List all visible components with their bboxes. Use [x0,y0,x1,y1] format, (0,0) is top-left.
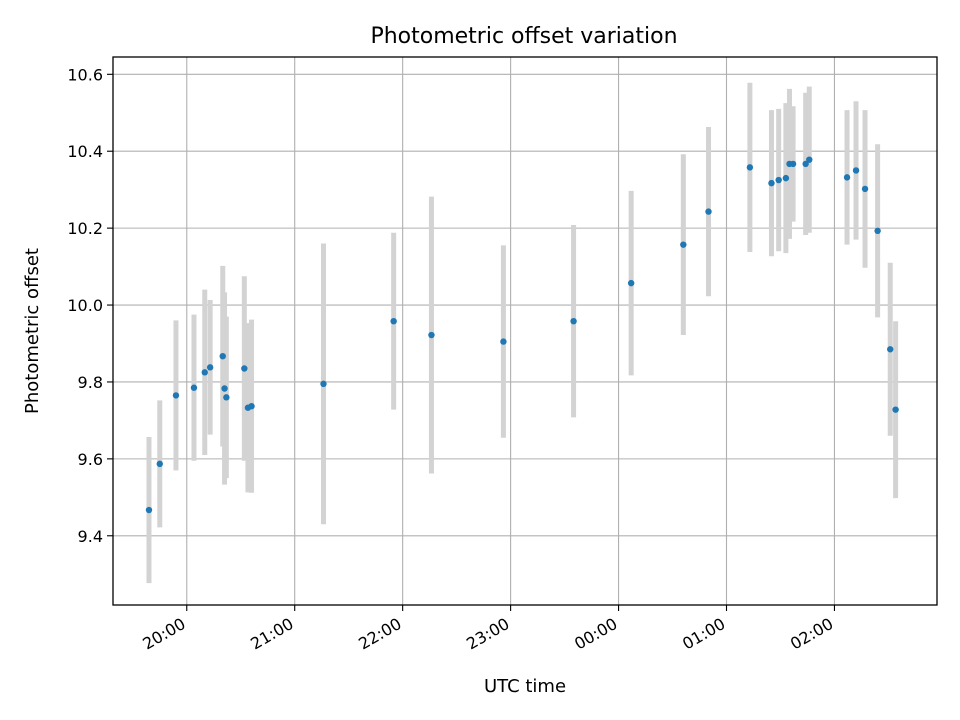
data-point [570,317,577,325]
data-point [887,346,894,353]
chart-title: Photometric offset variation [370,24,677,49]
data-point [241,365,248,372]
grid [113,57,937,605]
data-point [248,402,255,410]
data-point [768,179,775,187]
y-tick-label: 9.4 [78,527,103,546]
data-point [775,176,782,184]
data-point [390,317,397,325]
data-point [201,369,208,376]
data-point [145,506,153,514]
data-point [221,385,228,392]
data-point [500,338,507,345]
y-tick-label: 10.0 [67,296,103,315]
data-point [861,185,869,193]
data-point [156,460,163,468]
data-point [219,352,226,360]
data-point [680,241,687,248]
data-point [782,174,790,182]
data-point [705,208,712,215]
data-point [428,331,435,339]
data-point [172,392,180,399]
y-tick-label: 9.6 [78,450,103,469]
y-tick-label: 10.6 [67,65,103,84]
data-point [874,227,881,235]
data-point [746,164,754,171]
y-tick-label: 10.4 [67,142,103,161]
data-point [843,174,851,181]
data-point [190,384,198,391]
data-point [802,160,809,168]
y-tick-label: 10.2 [67,219,103,238]
data-point [892,406,899,413]
y-axis-label: Photometric offset [22,248,43,414]
y-axis: 9.4 9.6 9.8 10.0 10.2 10.4 10.6 [67,65,113,546]
data-point [223,394,230,401]
data-point [206,364,214,371]
data-point [320,380,327,388]
data-point [627,279,635,287]
data-point [789,160,797,168]
y-tick-label: 9.8 [78,373,103,392]
data-points [145,156,899,514]
data-point [852,167,860,174]
x-axis-label: UTC time [484,676,566,697]
plot-frame [112,56,938,606]
data-point [806,156,813,163]
